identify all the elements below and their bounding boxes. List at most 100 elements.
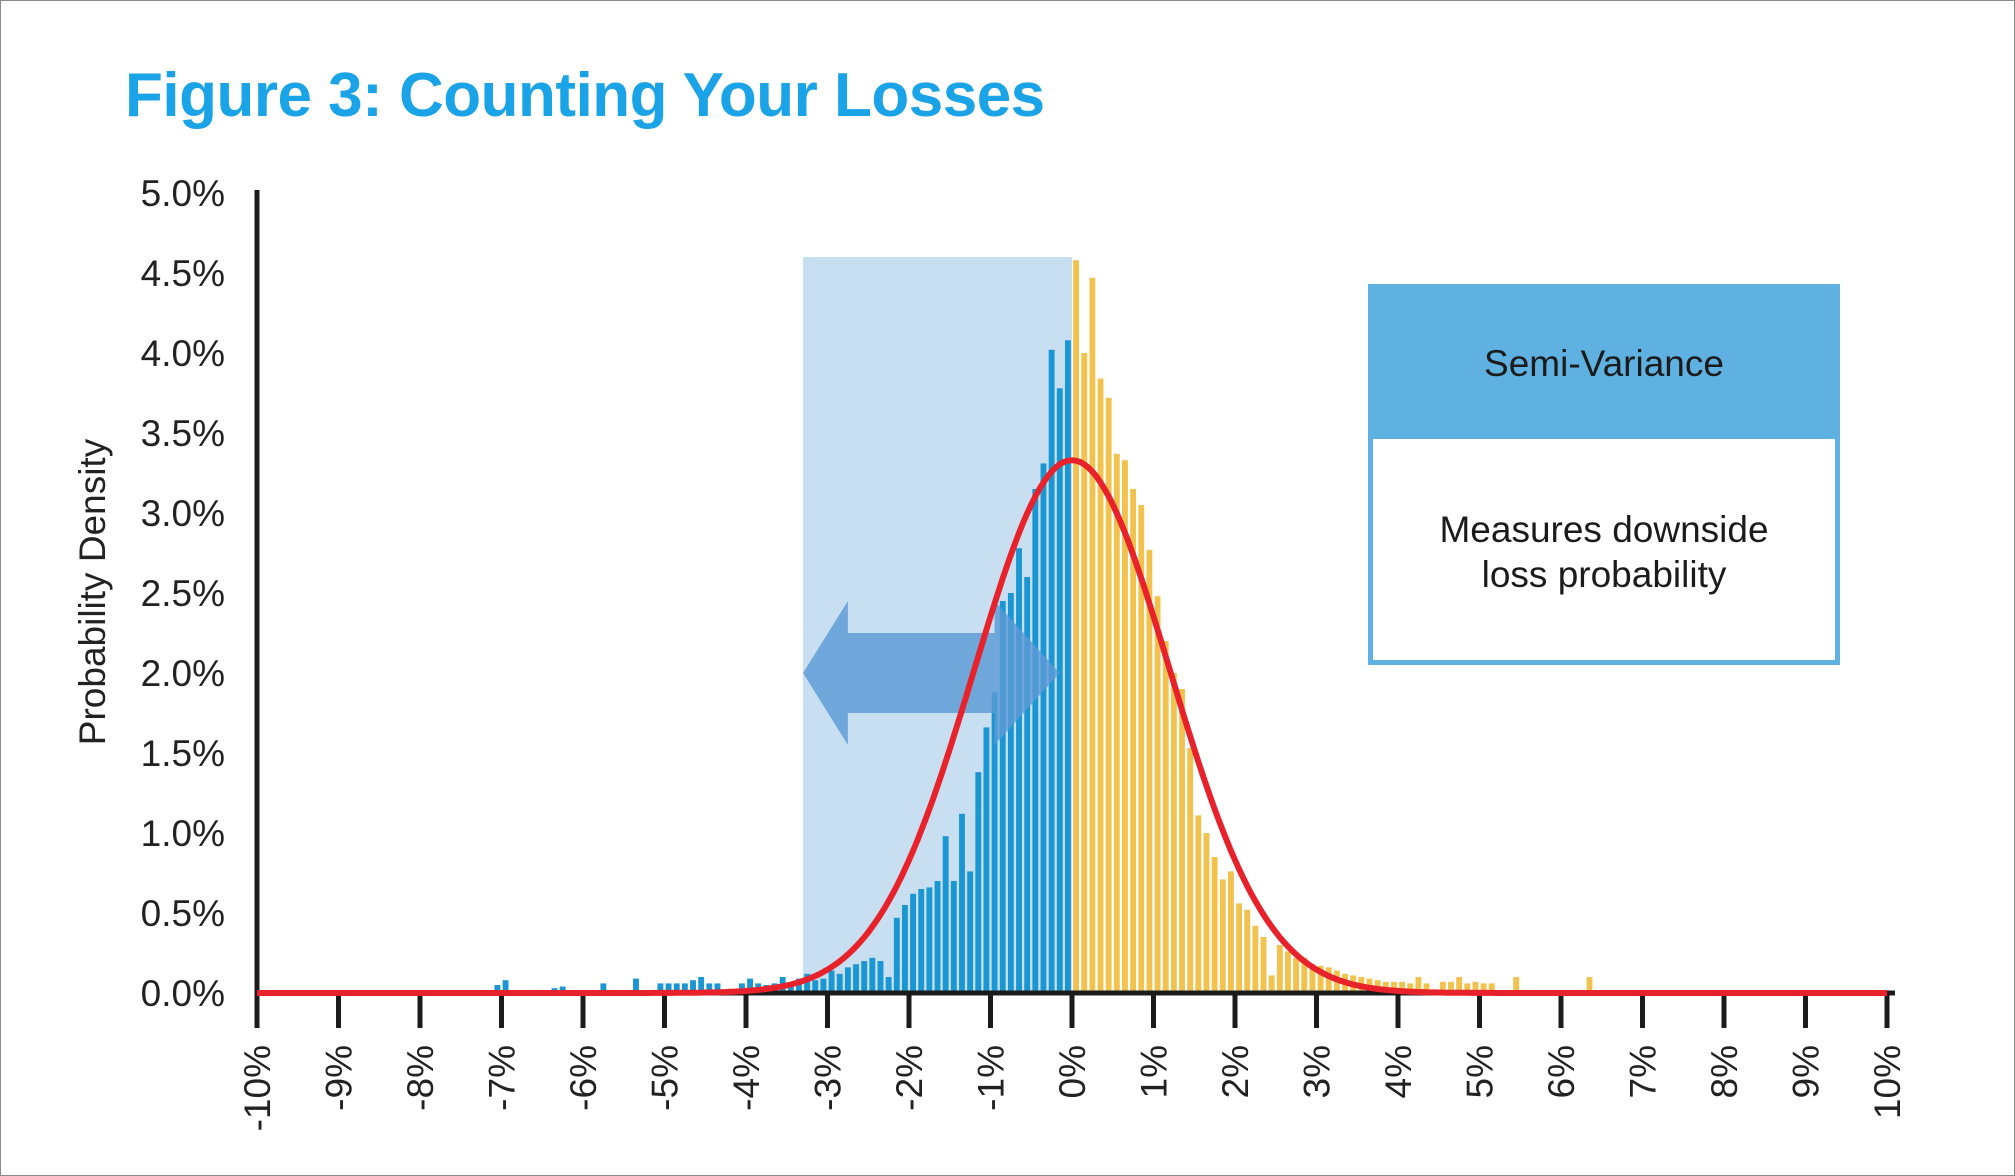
gain-bar [1252, 925, 1259, 993]
gain-bar [1097, 378, 1104, 994]
loss-bar [836, 973, 843, 993]
loss-bar [657, 983, 664, 993]
loss-bar [1024, 577, 1031, 993]
loss-bar [796, 978, 802, 993]
gain-bar [1415, 977, 1422, 993]
gain-bar [1105, 397, 1112, 993]
gain-bar [1211, 857, 1218, 993]
gain-bar [1170, 673, 1177, 993]
gain-bar [1179, 689, 1185, 993]
loss-bar [861, 961, 868, 993]
gain-bar [1423, 983, 1430, 993]
gain-bar [1195, 815, 1202, 993]
loss-bar [812, 980, 819, 993]
gain-bar [1285, 951, 1291, 993]
x-tick-label: 10% [1867, 1045, 1908, 1119]
y-tick-label: 3.5% [141, 413, 225, 454]
x-tick-label: -4% [726, 1045, 767, 1111]
loss-bar [690, 980, 696, 993]
gain-bar [1203, 833, 1210, 993]
legend-body: Measures downside loss probability [1373, 439, 1835, 665]
gain-bar [1513, 977, 1520, 993]
gain-bar [1130, 489, 1137, 993]
loss-bar [975, 772, 982, 993]
loss-bar [665, 983, 672, 993]
gain-bar [1439, 981, 1446, 993]
loss-bar [959, 813, 965, 993]
gain-bar [1154, 596, 1161, 993]
loss-bar [494, 985, 501, 993]
arrow-icon [803, 601, 1060, 745]
loss-bar [633, 978, 639, 993]
loss-bar [820, 978, 827, 993]
legend-body-line2: loss probability [1481, 554, 1727, 595]
gain-bar [1219, 879, 1226, 993]
gain-bar [1122, 460, 1128, 993]
loss-bar [1032, 489, 1039, 993]
x-tick-label: -10% [237, 1045, 278, 1131]
gain-bar [1260, 937, 1267, 993]
x-tick-label: 4% [1378, 1045, 1419, 1098]
loss-bar [600, 983, 607, 993]
x-tick-label: 7% [1623, 1045, 1664, 1098]
loss-bar [828, 970, 835, 993]
loss-bar [844, 967, 851, 993]
loss-bar [1040, 463, 1047, 993]
y-tick-label: 0.0% [141, 973, 225, 1014]
loss-bar [787, 983, 794, 993]
loss-bar [910, 893, 917, 993]
y-tick-label: 2.0% [141, 653, 225, 694]
gain-bar [1227, 871, 1234, 993]
normal-curve-line [257, 457, 1887, 996]
loss-bar [926, 887, 933, 993]
legend-body-line1: Measures downside [1439, 509, 1769, 550]
gain-bar [1162, 641, 1169, 993]
loss-bar [502, 980, 509, 993]
x-tick-label: -7% [482, 1045, 523, 1111]
loss-bar [1056, 388, 1063, 993]
gain-bar [1464, 983, 1471, 993]
loss-bar [1016, 548, 1022, 993]
gain-bar [1472, 981, 1479, 993]
y-tick-label: 1.0% [141, 813, 225, 854]
x-tick-label: 2% [1215, 1045, 1256, 1098]
loss-bar [942, 836, 949, 993]
loss-bar [983, 727, 990, 993]
loss-bar [885, 977, 892, 993]
loss-bar [869, 957, 876, 993]
x-tick-label: -3% [808, 1045, 849, 1111]
x-tick-label: 6% [1541, 1045, 1582, 1098]
loss-bar [714, 983, 721, 993]
gain-bar [1073, 260, 1080, 993]
loss-bar [999, 601, 1006, 993]
gain-bar [1187, 748, 1194, 993]
x-tick-label: 8% [1704, 1045, 1745, 1098]
x-tick-label: -8% [400, 1045, 441, 1111]
gain-bar [1456, 977, 1463, 993]
y-tick-label: 2.5% [141, 573, 225, 614]
gain-bar [1309, 964, 1316, 993]
x-tick-label: -9% [319, 1045, 360, 1111]
loss-bar [1007, 593, 1014, 993]
loss-bar [673, 983, 680, 993]
legend-box: Semi-Variance Measures downside loss pro… [1368, 284, 1840, 665]
gain-bar [1293, 957, 1300, 993]
normal-curve [257, 457, 1887, 996]
gain-bar [1138, 505, 1145, 993]
gain-bar [1146, 549, 1153, 993]
loss-bar [853, 964, 859, 993]
figure-title: Figure 3: Counting Your Losses [125, 61, 1045, 130]
loss-bar [698, 977, 705, 993]
gain-bar [1448, 981, 1454, 993]
double-arrow-icon [803, 601, 1060, 745]
loss-bar [877, 961, 884, 993]
gain-bar [1325, 967, 1332, 993]
gain-bar [1317, 965, 1324, 993]
loss-bar [747, 978, 754, 993]
y-tick-label: 4.5% [141, 253, 225, 294]
gain-bar [1268, 975, 1275, 993]
x-tick-label: -5% [645, 1045, 686, 1111]
x-tick-label: -2% [889, 1045, 930, 1111]
x-tick-label: -1% [971, 1045, 1012, 1111]
x-tick-label: 0% [1052, 1045, 1093, 1098]
